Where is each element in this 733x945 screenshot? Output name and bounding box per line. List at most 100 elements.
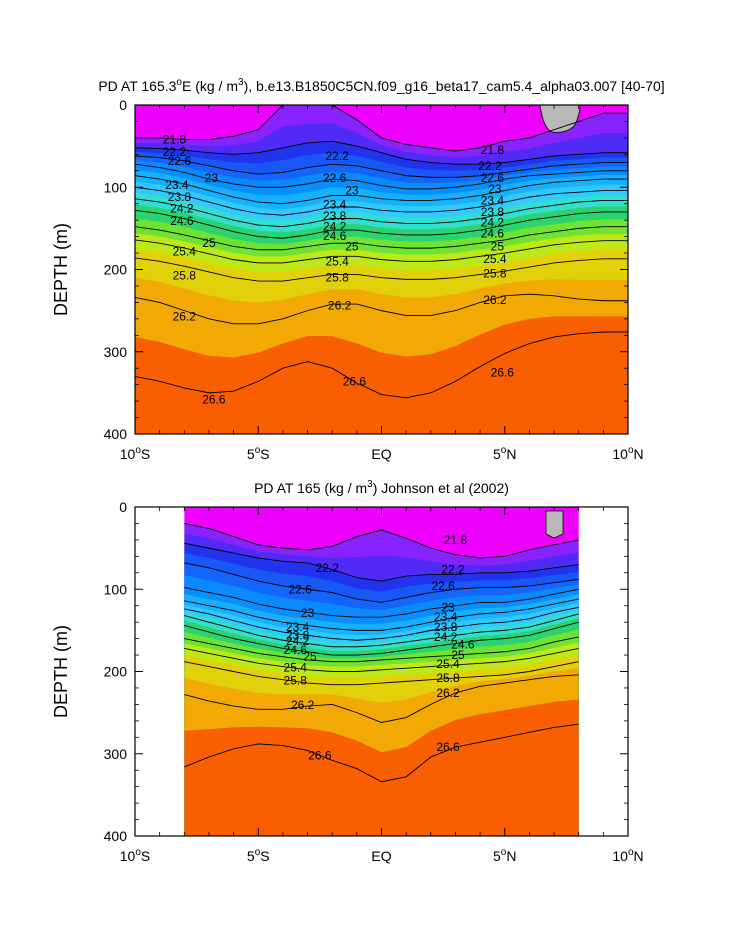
contour-fills <box>184 507 579 836</box>
x-axis: 10oS 5oS EQ 5oN 10oN <box>120 507 644 864</box>
contour-line-26-2 <box>134 293 628 325</box>
missing-data-patch <box>539 105 581 133</box>
contour-label: 24.6 <box>284 643 308 657</box>
x-axis: 10oS 5oS EQ 5oN 10oN <box>120 105 644 462</box>
contour-label: 25 <box>345 239 359 253</box>
contour-line-24-2 <box>134 198 628 228</box>
contour-line-22-6 <box>184 562 579 603</box>
contour-label: 24.2 <box>434 630 458 644</box>
contour-line-25-8 <box>184 661 579 686</box>
contour-line-25-8 <box>134 257 628 282</box>
contour-label: 22.2 <box>163 145 187 159</box>
contour-label: 26.2 <box>483 293 507 307</box>
y-tick-label: 200 <box>104 664 128 680</box>
fill-subband-26.2 <box>135 316 628 434</box>
contour-label: 26.2 <box>291 698 315 712</box>
contour-label: 23.8 <box>168 190 192 204</box>
contour-label: 24.6 <box>481 226 505 240</box>
x-tick-label: 5oS <box>247 847 270 864</box>
contour-label: 26.2 <box>173 309 197 323</box>
x-tick-label: 5oN <box>493 847 516 864</box>
contour-lines <box>134 104 628 399</box>
y-tick-label: 300 <box>104 344 128 360</box>
contour-line-25-4 <box>184 648 579 672</box>
contour-label: 23 <box>488 182 502 196</box>
contour-label: 21.8 <box>481 143 505 157</box>
contour-line-25 <box>184 636 579 663</box>
x-tick-label: EQ <box>371 446 391 462</box>
contour-label: 22.2 <box>325 149 349 163</box>
x-tick-label: EQ <box>371 848 391 864</box>
contour-label: 25 <box>491 239 505 253</box>
contour-line-23-4 <box>184 598 579 631</box>
contour-label: 25.4 <box>325 254 349 268</box>
contour-fills <box>135 105 628 434</box>
contour-line-21-8 <box>135 104 628 152</box>
contour-line-26-2 <box>184 674 579 723</box>
chart-panel-2: 21.822.2 22.222.6 22.623 2323.423.423.823.8… <box>51 479 644 864</box>
x-tick-label: 10oS <box>120 847 150 864</box>
y-tick-label: 100 <box>104 179 128 195</box>
contour-label: 22.6 <box>481 171 505 185</box>
contour-label: 25.4 <box>483 252 507 266</box>
contour-label: 25.4 <box>284 660 308 674</box>
y-tick-label: 100 <box>104 581 128 597</box>
contour-label: 26.6 <box>343 374 367 388</box>
x-tick-label: 5oN <box>493 445 516 462</box>
y-tick-label: 400 <box>104 828 128 844</box>
x-tick-label: 5oS <box>247 445 270 462</box>
contour-label: 23 <box>441 600 455 614</box>
contour-label: 23.4 <box>323 198 347 212</box>
x-tick-label: 10oS <box>120 445 150 462</box>
contour-label: 23 <box>345 184 359 198</box>
x-tick-label: 10oN <box>612 445 643 462</box>
y-tick-label: 0 <box>119 499 127 515</box>
y-axis-title: DEPTH (m) <box>51 625 71 718</box>
contour-label: 21.8 <box>163 133 187 147</box>
contour-label: 22.6 <box>431 579 455 593</box>
contour-label: 23 <box>205 171 219 185</box>
contour-label: 25.4 <box>173 244 197 258</box>
contour-line-25-4 <box>134 239 628 264</box>
contour-label: 26.2 <box>436 686 460 700</box>
contour-line-22-2 <box>134 140 628 165</box>
contour-labels: 21.822.2 22.222.6 22.623 2323.423.423.823.8… <box>284 533 475 762</box>
contour-line-26-6 <box>184 723 579 783</box>
contour-line-24-6 <box>134 209 628 239</box>
contour-label: 22.2 <box>316 561 340 575</box>
contour-label: 23.8 <box>286 628 310 642</box>
contour-label: 26.6 <box>202 392 226 406</box>
contour-label: 23.4 <box>434 610 458 624</box>
contour-label: 26.6 <box>308 748 332 762</box>
contour-line-22-6 <box>134 155 628 178</box>
y-axis: 0 100 200 300 400 <box>104 499 628 844</box>
contour-label: 26.2 <box>328 299 352 313</box>
contour-line-22-2 <box>184 542 579 582</box>
contour-label: 23.8 <box>481 205 505 219</box>
y-tick-label: 300 <box>104 746 128 762</box>
x-tick-label: 10oN <box>612 847 643 864</box>
contour-line-25 <box>134 226 628 251</box>
contour-label: 24.2 <box>286 634 310 648</box>
contour-label: 25 <box>451 648 465 662</box>
contour-label: 26.6 <box>491 365 515 379</box>
contour-label: 23.4 <box>165 178 189 192</box>
contour-label: 25.8 <box>436 671 460 685</box>
contour-label: 23.4 <box>481 193 505 207</box>
y-tick-label: 200 <box>104 262 128 278</box>
contour-label: 25 <box>303 650 317 664</box>
contour-label: 25 <box>202 236 216 250</box>
chart-title: PD AT 165.3oE (kg / m3), b.e13.B1850C5CN… <box>98 77 664 94</box>
contour-label: 21.8 <box>444 533 468 547</box>
contour-label: 23 <box>301 606 315 620</box>
contour-label: 23.8 <box>323 209 347 223</box>
contour-label: 25.8 <box>173 268 197 282</box>
contour-label: 25.8 <box>325 271 349 285</box>
contour-label: 22.6 <box>323 171 347 185</box>
contour-label: 23.8 <box>434 620 458 634</box>
contour-lines <box>184 523 579 783</box>
chart-title: PD AT 165 (kg / m3) Johnson et al (2002) <box>254 479 509 496</box>
contour-label: 22.2 <box>441 563 465 577</box>
contour-line-23 <box>184 587 579 618</box>
contour-line-21-8 <box>184 523 579 559</box>
